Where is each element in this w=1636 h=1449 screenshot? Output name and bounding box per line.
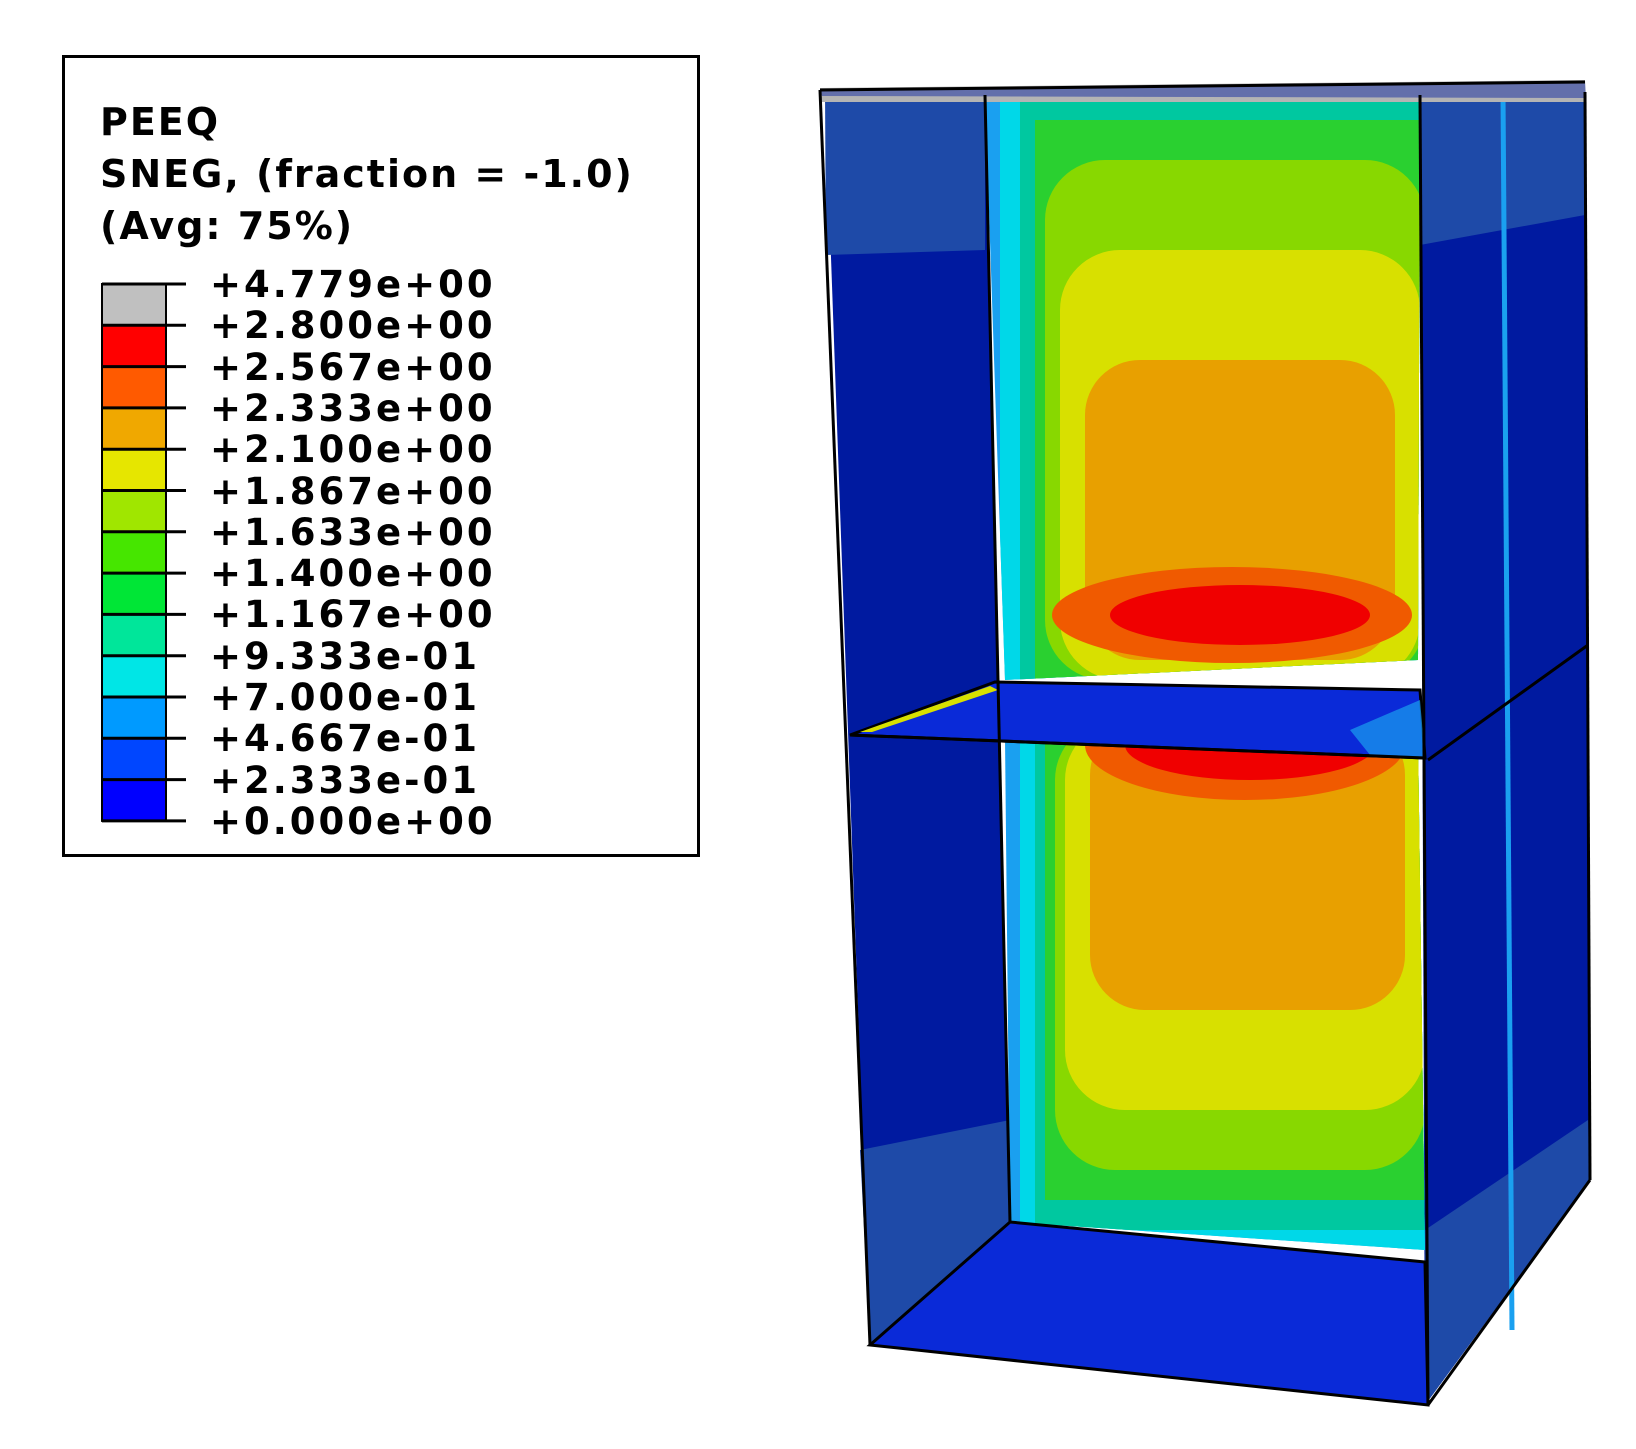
model-edge xyxy=(819,80,1586,92)
right-face-stiffener-line xyxy=(1500,94,1515,1331)
top-edge xyxy=(820,80,1586,102)
legend-level-label: +7.000e-01 xyxy=(210,676,480,719)
left-face-bottom-band xyxy=(860,1120,1010,1345)
legend-level-label: +2.333e-01 xyxy=(210,758,480,802)
left-face-top-band xyxy=(825,90,985,255)
color-bar xyxy=(101,282,186,823)
legend-band xyxy=(101,696,167,740)
right-face-bottom-band xyxy=(1425,1120,1590,1405)
model-edge xyxy=(818,89,872,1346)
legend-level-label: +1.400e+00 xyxy=(210,552,496,596)
model-edge xyxy=(1583,91,1592,1181)
legend-level-label: +4.779e+00 xyxy=(210,263,496,306)
model-edge xyxy=(849,733,1426,760)
middle-plate-edge-highlight xyxy=(860,686,998,732)
legend-level-label: +1.633e+00 xyxy=(210,510,496,554)
legend-level-label: +4.667e-01 xyxy=(210,717,480,761)
legend-level-label: +2.100e+00 xyxy=(210,428,496,472)
model-edge xyxy=(1427,643,1589,762)
legend-band xyxy=(101,572,167,616)
model-edge xyxy=(1426,1179,1592,1406)
bottom-plate xyxy=(866,1220,1430,1407)
legend-level-label: +1.867e+00 xyxy=(210,469,496,513)
model-edge xyxy=(983,94,1012,1223)
top-edge-shade xyxy=(820,82,1586,98)
legend-panel xyxy=(62,55,700,857)
legend-level-label: +0.000e+00 xyxy=(210,799,496,843)
legend-level-label: +2.567e+00 xyxy=(210,345,496,389)
legend-subtitle: SNEG, (fraction = -1.0) xyxy=(100,152,634,196)
legend-level-label: +2.800e+00 xyxy=(210,304,496,348)
web-lower-contours xyxy=(1005,738,1425,1250)
legend-level-label: +2.333e+00 xyxy=(210,386,496,430)
legend-averaging: (Avg: 75%) xyxy=(100,204,355,248)
legend-level-label: +9.333e-01 xyxy=(210,634,480,678)
legend-level-label: +1.167e+00 xyxy=(210,593,496,637)
right-face xyxy=(1420,92,1590,1405)
legend-band xyxy=(101,778,167,822)
model-edge xyxy=(1418,94,1430,1406)
legend-title: PEEQ xyxy=(100,100,221,144)
legend-band xyxy=(101,530,167,575)
middle-plate-corner-band xyxy=(1350,700,1425,758)
web-upper-contours xyxy=(985,95,1420,680)
